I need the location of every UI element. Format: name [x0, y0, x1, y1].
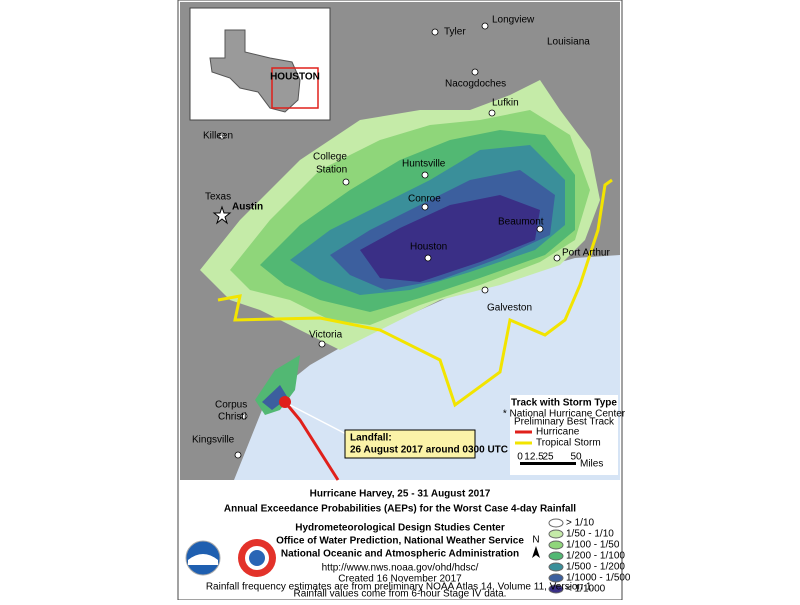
- subtitle: Annual Exceedance Probabilities (AEPs) f…: [224, 504, 576, 515]
- aep-legend: > 1/101/50 - 1/101/100 - 1/501/200 - 1/1…: [548, 518, 631, 595]
- city-label: Houston: [410, 242, 447, 253]
- scale-bar: [520, 462, 576, 465]
- aep-label: 1/100 - 1/50: [566, 540, 620, 551]
- legend-note: Preliminary Best Track: [514, 417, 615, 428]
- landfall-title: Landfall:: [350, 433, 392, 444]
- note: Created 16 November 2017: [338, 574, 462, 585]
- note: Rainfall frequency estimates are from pr…: [206, 582, 594, 593]
- scale-unit: Miles: [580, 459, 603, 470]
- city-label: Nacogdoches: [445, 79, 506, 90]
- city-label: Longview: [492, 15, 535, 26]
- city-label: Tyler: [444, 27, 466, 38]
- city-label: Station: [316, 165, 347, 176]
- legend-label: Tropical Storm: [536, 438, 601, 449]
- city-label: Lufkin: [492, 98, 519, 109]
- city-labels: Tyler Longview Louisiana Nacogdoches Luf…: [192, 15, 610, 446]
- agency: Office of Water Prediction, National Wea…: [276, 536, 524, 547]
- city-label: Port Arthur: [562, 248, 610, 259]
- aep-swatch: [548, 573, 564, 583]
- city-label: Victoria: [309, 330, 343, 341]
- hurricane-track: [283, 401, 340, 481]
- aep-label: 1/200 - 1/100: [566, 551, 625, 562]
- track-legend: Track with Storm Type * National Hurrica…: [503, 395, 626, 475]
- rainfall-zones: [200, 80, 600, 415]
- logos: [185, 539, 276, 577]
- north-arrow: N: [532, 535, 540, 558]
- aep-swatch: [548, 551, 564, 561]
- city-label: Huntsville: [402, 159, 446, 170]
- city-label: Galveston: [487, 303, 532, 314]
- city-label: Christi: [218, 412, 246, 423]
- landfall-box: Landfall: 26 August 2017 around 0300 UTC: [344, 429, 508, 459]
- aep-swatch: [548, 562, 564, 572]
- aep-label: < 1/1000: [566, 584, 606, 595]
- scale-label: 0: [517, 452, 523, 463]
- city-label: Beaumont: [498, 217, 544, 228]
- city-label: Austin: [232, 202, 263, 213]
- aep-label: 1/50 - 1/10: [566, 529, 614, 540]
- city-dots: [218, 22, 561, 459]
- landfall-marker: [279, 396, 291, 408]
- city-label: Killeen: [203, 131, 233, 142]
- aep-swatch: [548, 529, 564, 539]
- capital-star: [212, 205, 232, 225]
- scale-label: 12.5: [524, 452, 544, 463]
- legend-label: Hurricane: [536, 427, 580, 438]
- aep-label: 1/500 - 1/200: [566, 562, 625, 573]
- aep-label: > 1/10: [566, 518, 595, 529]
- agency: National Oceanic and Atmospheric Adminis…: [281, 549, 519, 560]
- aep-swatch: [548, 584, 564, 594]
- city-label: Corpus: [215, 400, 247, 411]
- aep-swatch: [548, 540, 564, 550]
- city-label: College: [313, 152, 347, 163]
- url[interactable]: http://www.nws.noaa.gov/ohd/hdsc/: [322, 563, 479, 574]
- inset-map: HOUSTON: [189, 7, 331, 121]
- north-label: N: [532, 535, 539, 546]
- agency: Hydrometeorological Design Studies Cente…: [295, 523, 505, 534]
- state-label: Texas: [205, 192, 231, 203]
- scale-label: 25: [542, 452, 554, 463]
- city-label: Kingsville: [192, 435, 235, 446]
- state-label: Louisiana: [547, 37, 590, 48]
- landfall-pointer: [289, 404, 349, 436]
- aep-swatch: [548, 518, 564, 528]
- city-label: Conroe: [408, 194, 441, 205]
- legend-title: Track with Storm Type: [511, 398, 617, 409]
- aep-label: 1/1000 - 1/500: [566, 573, 631, 584]
- tropical-storm-track: [217, 178, 613, 408]
- inset-label: HOUSTON: [270, 72, 320, 83]
- title: Hurricane Harvey, 25 - 31 August 2017: [310, 489, 491, 500]
- legend-note: * National Hurricane Center: [503, 409, 626, 420]
- scale-label: 50: [570, 452, 582, 463]
- note: Rainfall values come from 6-hour Stage I…: [294, 589, 507, 600]
- landfall-text: 26 August 2017 around 0300 UTC: [350, 445, 508, 456]
